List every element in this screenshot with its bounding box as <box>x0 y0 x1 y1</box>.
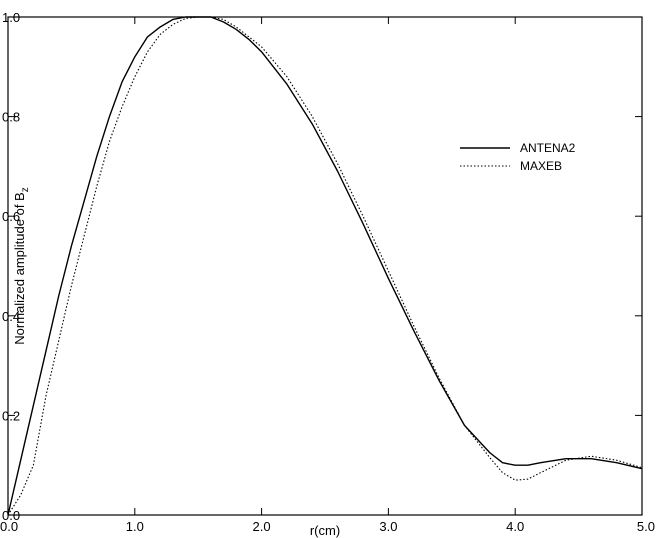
y-axis-label-main: Normalized amplitude of B <box>12 192 27 344</box>
x-tick-label-3: 3.0 <box>379 519 397 534</box>
y-tick-label-3: 0.6 <box>2 209 20 224</box>
series-layer <box>7 16 643 516</box>
y-axis-label-sub: z <box>20 187 31 192</box>
x-tick-label-0: 0.0 <box>0 519 18 534</box>
series-line-maxeb <box>7 16 643 516</box>
y-tick-label-4: 0.8 <box>2 110 20 125</box>
x-axis-label: r(cm) <box>310 523 340 538</box>
y-axis-label: Normalized amplitude of Bz <box>12 187 31 344</box>
y-tick-label-2: 0.4 <box>2 309 20 324</box>
plot-frame <box>7 16 643 516</box>
axis-ticks <box>7 16 643 516</box>
x-tick-label-4: 4.0 <box>506 519 524 534</box>
x-tick-label-5: 5.0 <box>637 519 655 534</box>
series-line-antena2 <box>7 16 643 516</box>
x-tick-label-1: 1.0 <box>126 519 144 534</box>
y-tick-label-1: 0.2 <box>2 408 20 423</box>
legend-label-maxeb: MAXEB <box>520 159 562 173</box>
legend-label-antena2: ANTENA2 <box>520 141 576 155</box>
x-tick-label-2: 2.0 <box>253 519 271 534</box>
tick-labels: 0.0 1.0 2.0 3.0 4.0 5.0 0.0 0.2 0.4 0.6 0.8 1.0 <box>0 10 655 534</box>
y-tick-label-0: 0.0 <box>2 508 20 523</box>
y-tick-label-5: 1.0 <box>2 10 20 25</box>
legend: ANTENA2 MAXEB <box>460 141 576 173</box>
